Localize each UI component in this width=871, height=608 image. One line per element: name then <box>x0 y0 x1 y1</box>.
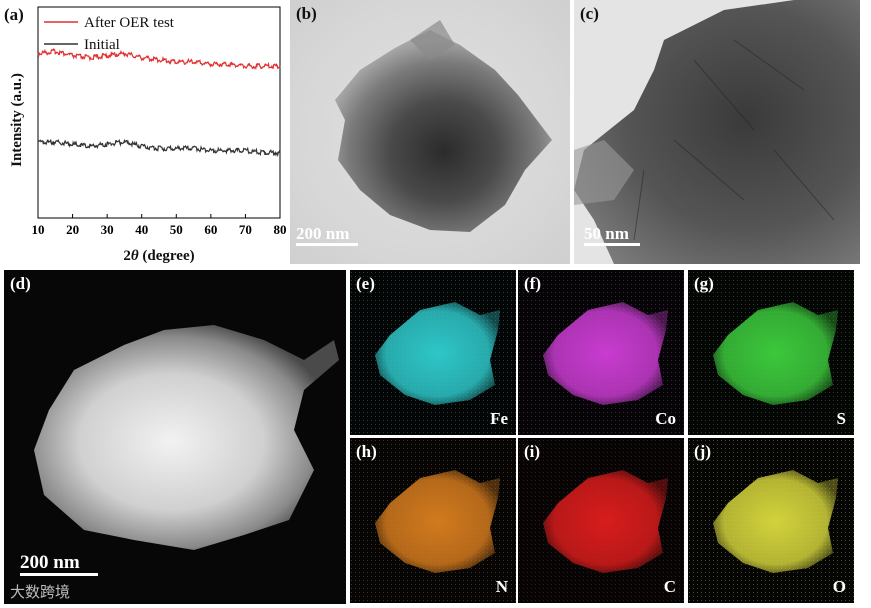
series-line-after-oer <box>37 48 281 70</box>
map-element-co: Co <box>655 409 676 428</box>
panel-c-label: (c) <box>580 4 599 23</box>
series-line-initial <box>37 138 281 158</box>
map-label-o: (j) <box>694 442 711 461</box>
particle-c <box>574 0 860 264</box>
panel-d-scale-text: 200 nm <box>20 552 80 573</box>
map-element-o: O <box>832 577 846 596</box>
panel-d-haadf-image: (d) 200 nm 大数跨境 <box>4 270 346 604</box>
map-panel-s: (g) S <box>688 270 854 435</box>
map-signal-fe <box>350 270 516 435</box>
map-label-fe: (e) <box>356 274 375 293</box>
x-tick-label-40: 40 <box>135 222 148 237</box>
legend-label-initial: Initial <box>84 37 120 53</box>
x-tick-label-20: 20 <box>66 222 79 237</box>
panel-b-scale-line <box>296 243 358 246</box>
x-tick-label-30: 30 <box>101 222 114 237</box>
map-element-fe: Fe <box>490 409 508 428</box>
panel-d-scalebar: 200 nm <box>20 552 100 576</box>
panel-a-xrd-chart: (a) 10 20 30 40 50 60 70 80 After OER test Init… <box>0 0 288 268</box>
x-tick-label-80: 80 <box>274 222 287 237</box>
map-signal-s <box>688 270 854 435</box>
panel-b-scale-text: 200 nm <box>296 224 350 243</box>
map-signal-c <box>518 438 684 603</box>
panel-a-label: (a) <box>4 5 24 24</box>
map-label-c: (i) <box>524 442 541 461</box>
map-label-n: (h) <box>356 442 377 461</box>
map-panel-n: (h) N <box>350 438 516 603</box>
map-label-co: (f) <box>524 274 541 293</box>
xrd-chart: (a) 10 20 30 40 50 60 70 80 After OER test Init… <box>4 5 287 264</box>
map-signal-co <box>518 270 684 435</box>
panel-d-label: (d) <box>10 274 31 293</box>
map-element-n: N <box>495 577 508 596</box>
x-tick-label-70: 70 <box>239 222 252 237</box>
particle-b <box>335 20 552 232</box>
panel-c-scale-text: 50 nm <box>584 224 629 243</box>
map-signal-o <box>688 438 854 603</box>
watermark: 大数跨境 <box>10 583 71 601</box>
y-axis-label: Intensity (a.u.) <box>9 73 25 167</box>
map-element-c: C <box>663 577 676 596</box>
panel-b-tem-image: (b) 200 nm <box>290 0 570 264</box>
panel-c-scale-line <box>584 243 640 246</box>
panel-c-tem-image: (c) 50 nm <box>574 0 860 264</box>
map-panel-co: (f) Co <box>518 270 684 435</box>
panel-b-label: (b) <box>296 4 317 23</box>
map-panel-c: (i) C <box>518 438 684 603</box>
plot-frame <box>37 6 281 219</box>
map-panel-o: (j) O <box>688 438 854 603</box>
particle-d <box>34 325 339 550</box>
legend-label-after: After OER test <box>84 15 175 31</box>
x-axis-label: 2θ (degree) <box>123 248 194 264</box>
map-label-s: (g) <box>694 274 714 293</box>
x-tick-label-10: 10 <box>32 222 45 237</box>
map-signal-n <box>350 438 516 603</box>
x-tick-label-50: 50 <box>170 222 183 237</box>
panel-c-scalebar: 50 nm <box>584 224 644 246</box>
panel-d-scale-line <box>20 573 98 576</box>
panel-b-scalebar: 200 nm <box>296 224 362 246</box>
map-element-s: S <box>836 409 846 428</box>
map-panel-fe: (e) Fe <box>350 270 516 435</box>
x-tick-label-60: 60 <box>204 222 217 237</box>
